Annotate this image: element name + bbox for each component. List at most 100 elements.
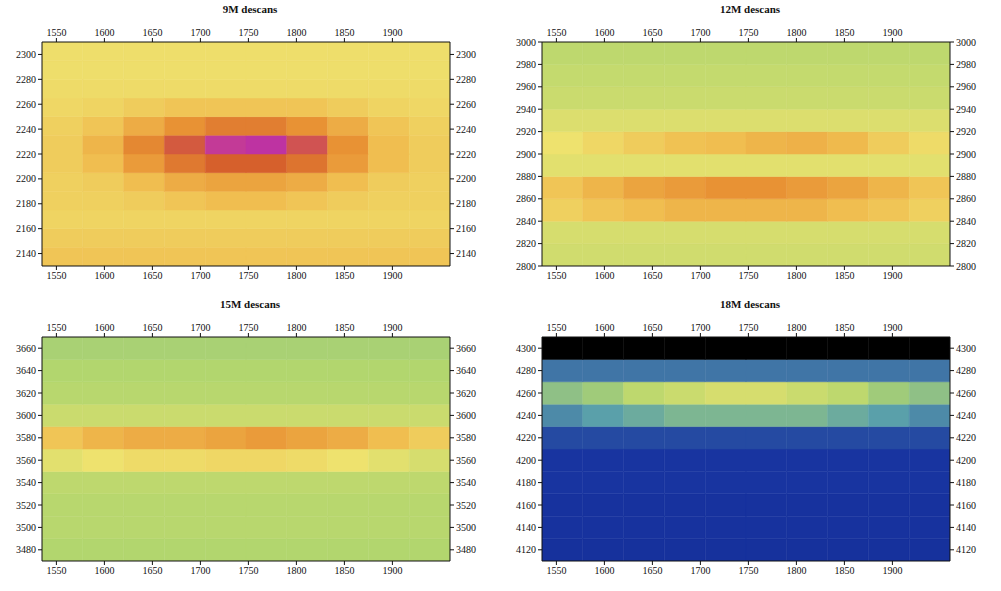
svg-text:4140: 4140 <box>956 522 976 533</box>
svg-text:1850: 1850 <box>334 27 354 38</box>
svg-text:1650: 1650 <box>142 27 162 38</box>
svg-text:1700: 1700 <box>190 270 210 281</box>
svg-text:2200: 2200 <box>16 173 36 184</box>
svg-text:2840: 2840 <box>516 216 536 227</box>
svg-text:2960: 2960 <box>956 81 976 92</box>
svg-text:4280: 4280 <box>956 365 976 376</box>
svg-text:1700: 1700 <box>190 322 210 333</box>
svg-text:3480: 3480 <box>16 544 36 555</box>
svg-text:1700: 1700 <box>190 27 210 38</box>
svg-text:1700: 1700 <box>690 27 710 38</box>
svg-text:2280: 2280 <box>16 74 36 85</box>
svg-text:4300: 4300 <box>516 343 536 354</box>
svg-text:4120: 4120 <box>956 544 976 555</box>
svg-text:2840: 2840 <box>956 216 976 227</box>
svg-text:1550: 1550 <box>46 565 66 576</box>
svg-text:2800: 2800 <box>956 261 976 272</box>
svg-text:1550: 1550 <box>546 27 566 38</box>
svg-text:3480: 3480 <box>456 544 476 555</box>
svg-text:3640: 3640 <box>456 365 476 376</box>
svg-text:3660: 3660 <box>16 343 36 354</box>
svg-text:4280: 4280 <box>516 365 536 376</box>
svg-text:1900: 1900 <box>882 27 902 38</box>
svg-text:2160: 2160 <box>16 223 36 234</box>
svg-text:2140: 2140 <box>456 248 476 259</box>
svg-text:1800: 1800 <box>286 270 306 281</box>
svg-text:4200: 4200 <box>956 455 976 466</box>
svg-text:1900: 1900 <box>882 565 902 576</box>
svg-text:1750: 1750 <box>238 27 258 38</box>
svg-text:1550: 1550 <box>546 565 566 576</box>
svg-text:1750: 1750 <box>238 270 258 281</box>
svg-text:1800: 1800 <box>286 27 306 38</box>
svg-text:1650: 1650 <box>642 27 662 38</box>
svg-text:2920: 2920 <box>956 126 976 137</box>
svg-text:3560: 3560 <box>456 455 476 466</box>
svg-text:3540: 3540 <box>16 477 36 488</box>
svg-text:1550: 1550 <box>46 27 66 38</box>
svg-text:3620: 3620 <box>456 388 476 399</box>
svg-text:4240: 4240 <box>516 410 536 421</box>
svg-text:3600: 3600 <box>456 410 476 421</box>
svg-text:2940: 2940 <box>516 104 536 115</box>
svg-text:1600: 1600 <box>594 27 614 38</box>
svg-text:2900: 2900 <box>516 149 536 160</box>
svg-text:1750: 1750 <box>238 565 258 576</box>
svg-text:2200: 2200 <box>456 173 476 184</box>
svg-text:3520: 3520 <box>16 500 36 511</box>
svg-text:2880: 2880 <box>956 171 976 182</box>
svg-text:1600: 1600 <box>594 322 614 333</box>
svg-text:2980: 2980 <box>516 59 536 70</box>
svg-text:1550: 1550 <box>46 270 66 281</box>
svg-text:1850: 1850 <box>834 270 854 281</box>
svg-text:2280: 2280 <box>456 74 476 85</box>
svg-text:1550: 1550 <box>546 322 566 333</box>
svg-text:1700: 1700 <box>690 322 710 333</box>
svg-text:2180: 2180 <box>456 198 476 209</box>
svg-text:3000: 3000 <box>956 37 976 48</box>
svg-text:1650: 1650 <box>642 322 662 333</box>
svg-text:1550: 1550 <box>546 270 566 281</box>
svg-text:1800: 1800 <box>286 322 306 333</box>
svg-text:2240: 2240 <box>456 124 476 135</box>
svg-text:1900: 1900 <box>882 322 902 333</box>
svg-text:2180: 2180 <box>16 198 36 209</box>
svg-text:2980: 2980 <box>956 59 976 70</box>
svg-text:1800: 1800 <box>786 27 806 38</box>
svg-text:3600: 3600 <box>16 410 36 421</box>
svg-text:1550: 1550 <box>46 322 66 333</box>
svg-text:1650: 1650 <box>142 322 162 333</box>
svg-text:2940: 2940 <box>956 104 976 115</box>
svg-text:1750: 1750 <box>238 322 258 333</box>
svg-text:2860: 2860 <box>956 193 976 204</box>
svg-text:4120: 4120 <box>516 544 536 555</box>
svg-text:2820: 2820 <box>956 238 976 249</box>
svg-text:4160: 4160 <box>516 500 536 511</box>
svg-text:2960: 2960 <box>516 81 536 92</box>
svg-text:3520: 3520 <box>456 500 476 511</box>
svg-text:1850: 1850 <box>334 322 354 333</box>
svg-text:3620: 3620 <box>16 388 36 399</box>
svg-text:3500: 3500 <box>16 522 36 533</box>
svg-text:1600: 1600 <box>94 322 114 333</box>
svg-text:3580: 3580 <box>16 432 36 443</box>
svg-text:2860: 2860 <box>516 193 536 204</box>
svg-text:1900: 1900 <box>882 270 902 281</box>
svg-text:2220: 2220 <box>16 149 36 160</box>
svg-text:1750: 1750 <box>738 565 758 576</box>
svg-text:1750: 1750 <box>738 322 758 333</box>
svg-text:1900: 1900 <box>382 322 402 333</box>
svg-text:4300: 4300 <box>956 343 976 354</box>
svg-text:1600: 1600 <box>94 270 114 281</box>
svg-text:1650: 1650 <box>642 270 662 281</box>
svg-text:3640: 3640 <box>16 365 36 376</box>
svg-text:1850: 1850 <box>334 270 354 281</box>
svg-text:3500: 3500 <box>456 522 476 533</box>
svg-text:1650: 1650 <box>642 565 662 576</box>
svg-text:1850: 1850 <box>334 565 354 576</box>
svg-text:2220: 2220 <box>456 149 476 160</box>
svg-text:2880: 2880 <box>516 171 536 182</box>
svg-text:1800: 1800 <box>786 322 806 333</box>
svg-text:4260: 4260 <box>516 388 536 399</box>
svg-text:1750: 1750 <box>738 27 758 38</box>
